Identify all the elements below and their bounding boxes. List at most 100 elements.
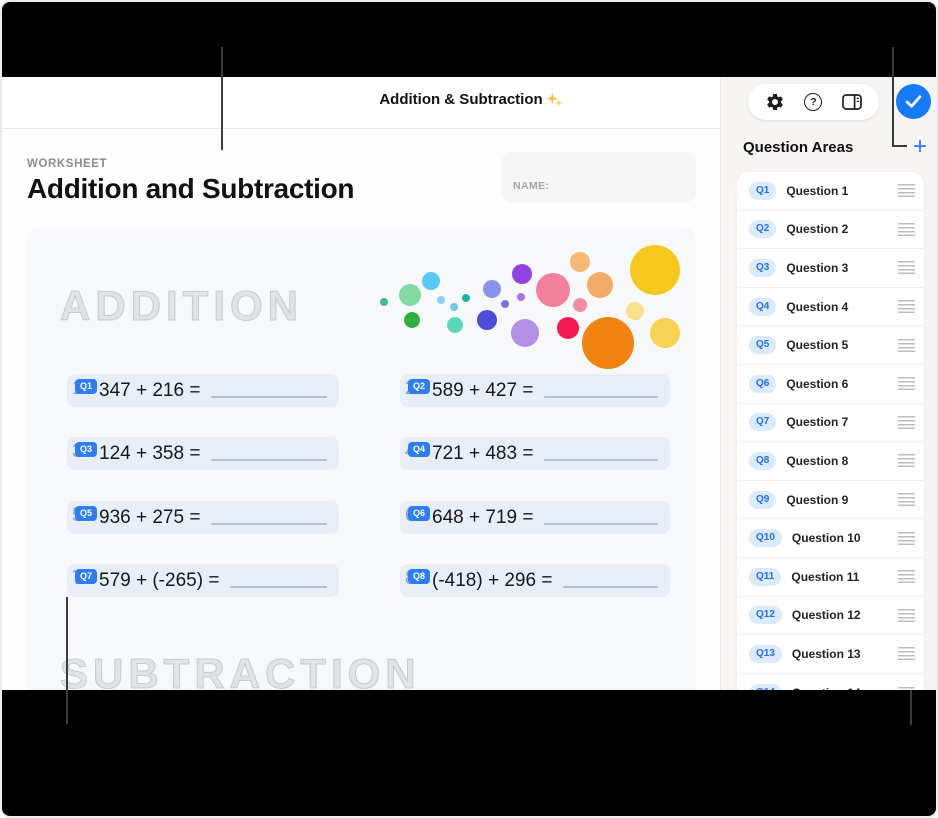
problem-number-wrap: 1.Q1 xyxy=(67,374,99,407)
callout-line-bottom-left xyxy=(66,597,68,724)
document-area: WORKSHEET Addition and Subtraction NAME:… xyxy=(2,128,720,697)
question-id-badge: Q3 xyxy=(749,258,777,277)
question-label: Question 4 xyxy=(786,299,849,314)
drag-handle-icon[interactable] xyxy=(898,647,915,661)
question-badge: Q3 xyxy=(75,442,98,457)
question-id-badge: Q13 xyxy=(749,644,782,663)
decor-bubble xyxy=(570,252,590,272)
sidebar-toggle-button[interactable] xyxy=(837,87,867,117)
question-list-item[interactable]: Q10 Question 10 xyxy=(737,519,924,558)
problem-number-wrap: 3.Q3 xyxy=(67,437,99,470)
question-list-item[interactable]: Q1 Question 1 xyxy=(737,172,924,211)
question-badge: Q2 xyxy=(408,379,431,394)
problem-expression: 579 + (-265) = xyxy=(99,569,220,591)
question-badge: Q8 xyxy=(408,569,431,584)
question-list-item[interactable]: Q12 Question 12 xyxy=(737,597,924,636)
question-list-item[interactable]: Q2 Question 2 xyxy=(737,211,924,250)
question-id-badge: Q7 xyxy=(749,413,777,432)
question-list-item[interactable]: Q5 Question 5 xyxy=(737,326,924,365)
question-id-badge: Q12 xyxy=(749,606,782,625)
drag-handle-icon[interactable] xyxy=(898,377,915,391)
drag-handle-icon[interactable] xyxy=(898,570,915,584)
name-field[interactable]: NAME: xyxy=(502,152,696,202)
decor-bubble xyxy=(399,284,421,306)
section-heading-addition: ADDITION xyxy=(60,282,303,330)
section-heading-subtraction: SUBTRACTION xyxy=(60,650,421,698)
decor-bubble xyxy=(404,312,420,328)
problem-number-wrap: 4.Q4 xyxy=(400,437,432,470)
problem-expression: 589 + 427 = xyxy=(432,379,534,401)
problem-number-wrap: 7.Q7 xyxy=(67,564,99,597)
bottom-letterbox-bar xyxy=(2,690,936,816)
settings-button[interactable] xyxy=(760,87,790,117)
answer-blank xyxy=(211,522,327,525)
question-label: Question 10 xyxy=(791,531,861,546)
decor-bubble xyxy=(483,280,501,298)
drag-handle-icon[interactable] xyxy=(898,261,915,275)
problem-number-wrap: 2.Q2 xyxy=(400,374,432,407)
confirm-button[interactable] xyxy=(896,84,931,119)
decor-bubble xyxy=(587,272,613,298)
question-label: Question 2 xyxy=(786,222,849,237)
question-label: Question 9 xyxy=(786,492,849,507)
question-list-item[interactable]: Q7 Question 7 xyxy=(737,404,924,443)
question-list-item[interactable]: Q11 Question 11 xyxy=(737,558,924,597)
problem-number-wrap: 6.Q6 xyxy=(400,501,432,534)
checkmark-icon xyxy=(905,95,922,108)
question-id-badge: Q4 xyxy=(749,297,777,316)
sparkles-icon xyxy=(546,92,562,107)
question-label: Question 11 xyxy=(791,569,860,584)
gear-icon xyxy=(767,93,783,110)
answer-blank xyxy=(211,395,327,398)
sidebar-panel: ? Question Areas + Q1 Question 1 Q2 Quest xyxy=(720,77,936,732)
drag-handle-icon[interactable] xyxy=(898,608,915,622)
question-id-badge: Q10 xyxy=(749,529,782,548)
question-list-item[interactable]: Q3 Question 3 xyxy=(737,249,924,288)
question-id-badge: Q11 xyxy=(749,567,782,586)
decor-bubble xyxy=(462,294,470,302)
help-icon: ? xyxy=(804,93,823,111)
drag-handle-icon[interactable] xyxy=(898,222,915,236)
decor-bubble xyxy=(630,245,680,295)
question-label: Question 6 xyxy=(786,376,849,391)
question-list-item[interactable]: Q4 Question 4 xyxy=(737,288,924,327)
drag-handle-icon[interactable] xyxy=(898,300,915,314)
question-list-item[interactable]: Q13 Question 13 xyxy=(737,635,924,674)
question-badge: Q5 xyxy=(75,506,98,521)
question-list-item[interactable]: Q6 Question 6 xyxy=(737,365,924,404)
question-id-badge: Q2 xyxy=(749,220,777,239)
problem-expression: 936 + 275 = xyxy=(99,506,201,528)
drag-handle-icon[interactable] xyxy=(898,531,915,545)
drag-handle-icon[interactable] xyxy=(898,493,915,507)
question-id-badge: Q8 xyxy=(749,451,777,470)
help-button[interactable]: ? xyxy=(798,87,828,117)
question-badge: Q6 xyxy=(408,506,431,521)
question-id-badge: Q9 xyxy=(749,490,777,509)
drag-handle-icon[interactable] xyxy=(898,415,915,429)
question-list: Q1 Question 1 Q2 Question 2 Q3 Question 3 Q4 Qu… xyxy=(737,172,924,732)
problem-number-wrap: 8.Q8 xyxy=(400,564,432,597)
worksheet-title: Addition and Subtraction xyxy=(27,173,355,204)
question-area-row[interactable]: 8.Q8(-418) + 296 = xyxy=(400,564,670,597)
question-list-item[interactable]: Q9 Question 9 xyxy=(737,481,924,520)
decor-bubble xyxy=(477,310,497,330)
add-question-button[interactable]: + xyxy=(912,133,927,160)
name-field-label: NAME: xyxy=(513,180,550,192)
drag-handle-icon[interactable] xyxy=(898,454,915,468)
question-list-item[interactable]: Q8 Question 8 xyxy=(737,442,924,481)
callout-line-top-right-elbow xyxy=(892,145,907,147)
decor-bubble xyxy=(536,273,570,307)
answer-blank xyxy=(544,458,658,461)
drag-handle-icon[interactable] xyxy=(898,184,915,198)
drag-handle-icon[interactable] xyxy=(898,338,915,352)
question-label: Question 13 xyxy=(791,646,861,661)
